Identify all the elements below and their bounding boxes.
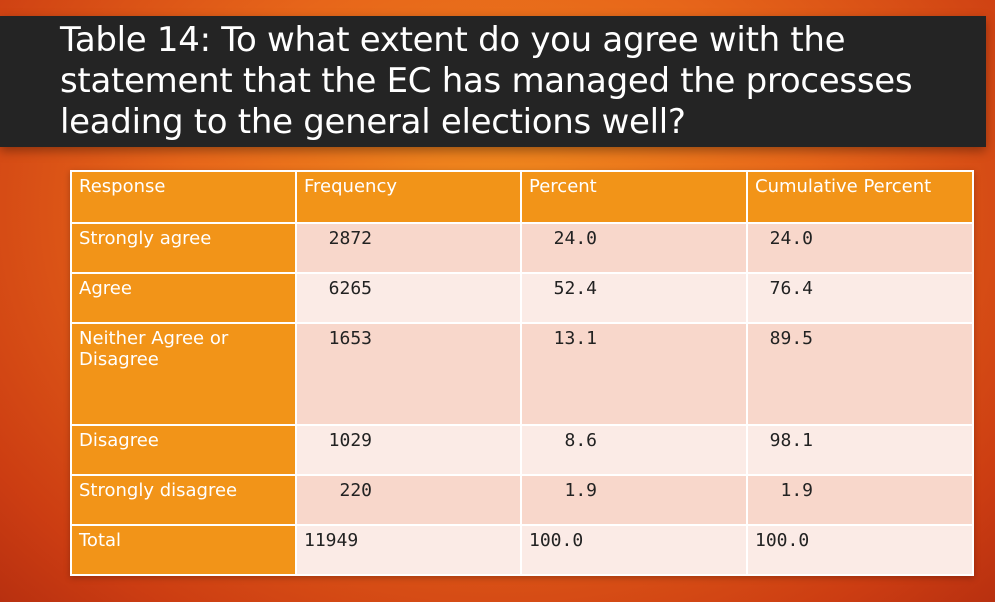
percent-value: 52.4 bbox=[553, 278, 597, 299]
total-cumulative-value: 100.0 bbox=[755, 530, 810, 551]
percent-cell: 24.0 bbox=[520, 222, 748, 274]
response-cell: Neither Agree or Disagree bbox=[70, 322, 297, 426]
percent-value: 8.6 bbox=[564, 430, 597, 451]
frequency-cell: 1029 bbox=[295, 424, 522, 476]
percent-value: 24.0 bbox=[553, 228, 597, 249]
response-cell: Strongly agree bbox=[70, 222, 297, 274]
cumulative-cell: 98.1 bbox=[746, 424, 974, 476]
total-cumulative-cell: 100.0 bbox=[746, 524, 974, 576]
total-label-cell: Total bbox=[70, 524, 297, 576]
percent-cell: 52.4 bbox=[520, 272, 748, 324]
table-total-row: Total 11949 100.0 100.0 bbox=[70, 524, 974, 576]
frequency-cell: 2872 bbox=[295, 222, 522, 274]
cumulative-cell: 24.0 bbox=[746, 222, 974, 274]
header-percent: Percent bbox=[520, 170, 748, 224]
frequency-value: 1029 bbox=[328, 430, 372, 451]
percent-value: 1.9 bbox=[564, 480, 597, 501]
table-row: Strongly agree 2872 24.0 24.0 bbox=[70, 222, 974, 274]
cumulative-cell: 1.9 bbox=[746, 474, 974, 526]
frequency-cell: 6265 bbox=[295, 272, 522, 324]
frequency-value: 220 bbox=[339, 480, 372, 501]
table-row: Agree 6265 52.4 76.4 bbox=[70, 272, 974, 324]
percent-cell: 13.1 bbox=[520, 322, 748, 426]
total-frequency-cell: 11949 bbox=[295, 524, 522, 576]
total-percent-cell: 100.0 bbox=[520, 524, 748, 576]
response-cell: Disagree bbox=[70, 424, 297, 476]
response-cell: Agree bbox=[70, 272, 297, 324]
slide-title: Table 14: To what extent do you agree wi… bbox=[60, 20, 913, 142]
table-row: Neither Agree or Disagree 1653 13.1 89.5 bbox=[70, 322, 974, 426]
table-header-row: Response Frequency Percent Cumulative Pe… bbox=[70, 170, 974, 224]
cumulative-value: 76.4 bbox=[769, 278, 813, 299]
cumulative-value: 24.0 bbox=[769, 228, 813, 249]
cumulative-cell: 89.5 bbox=[746, 322, 974, 426]
frequency-value: 2872 bbox=[328, 228, 372, 249]
header-frequency: Frequency bbox=[295, 170, 522, 224]
cumulative-value: 1.9 bbox=[780, 480, 813, 501]
percent-cell: 8.6 bbox=[520, 424, 748, 476]
frequency-cell: 220 bbox=[295, 474, 522, 526]
title-band: Table 14: To what extent do you agree wi… bbox=[0, 16, 986, 147]
response-cell: Strongly disagree bbox=[70, 474, 297, 526]
frequency-value: 6265 bbox=[328, 278, 372, 299]
header-cumulative-percent: Cumulative Percent bbox=[746, 170, 974, 224]
header-response: Response bbox=[70, 170, 297, 224]
percent-cell: 1.9 bbox=[520, 474, 748, 526]
table-row: Strongly disagree 220 1.9 1.9 bbox=[70, 474, 974, 526]
frequency-cell: 1653 bbox=[295, 322, 522, 426]
percent-value: 13.1 bbox=[553, 328, 597, 349]
cumulative-value: 98.1 bbox=[769, 430, 813, 451]
frequency-value: 1653 bbox=[328, 328, 372, 349]
total-frequency-value: 11949 bbox=[304, 530, 359, 551]
cumulative-cell: 76.4 bbox=[746, 272, 974, 324]
results-table: Response Frequency Percent Cumulative Pe… bbox=[70, 170, 974, 576]
total-percent-value: 100.0 bbox=[529, 530, 584, 551]
table-row: Disagree 1029 8.6 98.1 bbox=[70, 424, 974, 476]
cumulative-value: 89.5 bbox=[769, 328, 813, 349]
